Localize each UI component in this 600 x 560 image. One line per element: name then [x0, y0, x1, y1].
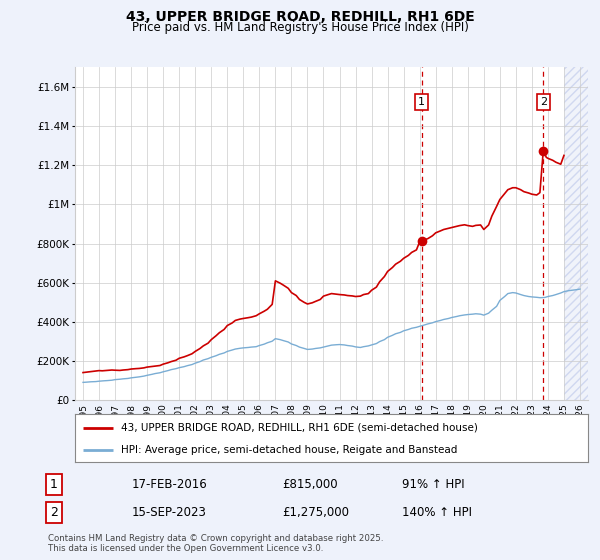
- Text: £1,275,000: £1,275,000: [282, 506, 349, 519]
- Text: HPI: Average price, semi-detached house, Reigate and Banstead: HPI: Average price, semi-detached house,…: [121, 445, 458, 455]
- Text: 1: 1: [50, 478, 58, 491]
- Text: 140% ↑ HPI: 140% ↑ HPI: [402, 506, 472, 519]
- Bar: [564, 67, 588, 400]
- Text: 2: 2: [540, 97, 547, 107]
- Text: 43, UPPER BRIDGE ROAD, REDHILL, RH1 6DE: 43, UPPER BRIDGE ROAD, REDHILL, RH1 6DE: [125, 10, 475, 24]
- Text: Contains HM Land Registry data © Crown copyright and database right 2025.
This d: Contains HM Land Registry data © Crown c…: [48, 534, 383, 553]
- Text: 1: 1: [418, 97, 425, 107]
- Text: 91% ↑ HPI: 91% ↑ HPI: [402, 478, 464, 491]
- Bar: [564, 67, 588, 400]
- Text: 15-SEP-2023: 15-SEP-2023: [132, 506, 207, 519]
- Text: £815,000: £815,000: [282, 478, 338, 491]
- Text: 17-FEB-2016: 17-FEB-2016: [132, 478, 208, 491]
- Text: 2: 2: [50, 506, 58, 519]
- Text: 43, UPPER BRIDGE ROAD, REDHILL, RH1 6DE (semi-detached house): 43, UPPER BRIDGE ROAD, REDHILL, RH1 6DE …: [121, 423, 478, 433]
- Text: Price paid vs. HM Land Registry's House Price Index (HPI): Price paid vs. HM Land Registry's House …: [131, 21, 469, 34]
